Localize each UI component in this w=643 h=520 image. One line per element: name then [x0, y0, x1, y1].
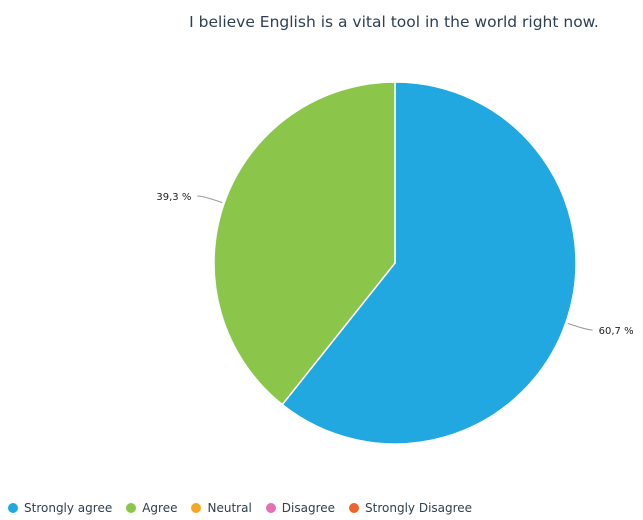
legend-swatch-disagree: [265, 503, 276, 513]
legend-swatch-strongly-disagree: [349, 503, 360, 513]
slice-labels: 60,7 % 39,3 %: [156, 192, 633, 337]
leader-line-agree: [197, 195, 223, 204]
slice-label-agree: 39,3 %: [156, 192, 191, 203]
legend: Strongly agree Agree Neutral Disagree St…: [8, 501, 486, 515]
legend-label: Disagree: [281, 501, 336, 515]
legend-item-disagree[interactable]: Disagree: [265, 501, 336, 515]
leader-line-strongly-agree: [567, 322, 593, 331]
legend-swatch-strongly-agree: [8, 503, 18, 513]
legend-item-strongly-agree[interactable]: Strongly agree: [8, 501, 112, 515]
legend-label: Neutral: [207, 501, 252, 515]
legend-swatch-agree: [126, 503, 137, 513]
legend-label: Strongly agree: [24, 501, 113, 515]
legend-item-neutral[interactable]: Neutral: [191, 501, 252, 515]
legend-label: Strongly Disagree: [365, 501, 473, 515]
slice-label-strongly-agree: 60,7 %: [599, 326, 634, 337]
pie-slice-agree[interactable]: [213, 81, 396, 406]
legend-item-agree[interactable]: Agree: [126, 501, 177, 515]
pie-slice-strongly-agree[interactable]: [281, 81, 577, 445]
legend-swatch-neutral: [191, 503, 202, 513]
legend-label: Agree: [142, 501, 178, 515]
legend-item-strongly-disagree[interactable]: Strongly Disagree: [349, 501, 472, 515]
chart-title: I believe English is a vital tool in the…: [189, 13, 599, 31]
pie-slices: [213, 81, 577, 445]
